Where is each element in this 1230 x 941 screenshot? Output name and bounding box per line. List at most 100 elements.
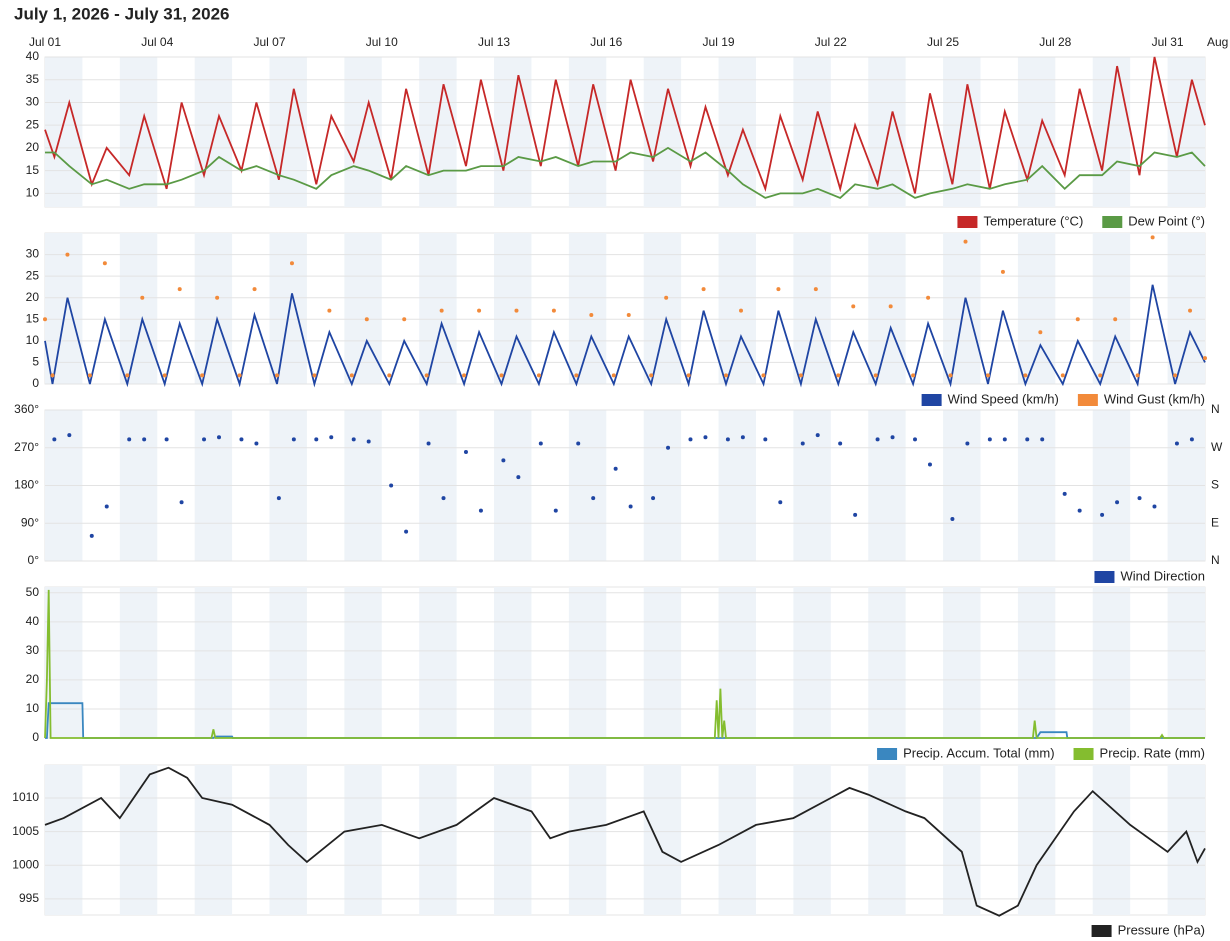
day-band	[868, 233, 906, 384]
series-dot	[439, 308, 444, 313]
series-dot	[800, 441, 805, 446]
series-dot	[104, 504, 109, 509]
day-band	[643, 233, 682, 384]
series-dot	[963, 239, 968, 244]
series-dot	[1075, 317, 1080, 322]
series-dot	[1188, 308, 1193, 313]
series-dot	[327, 308, 332, 313]
series-dot	[215, 295, 220, 300]
day-band	[643, 587, 682, 738]
series-dot	[314, 437, 319, 442]
y2-tick-label: W	[1211, 440, 1223, 454]
series-dot	[553, 508, 558, 513]
y-tick-label: 270°	[14, 440, 39, 454]
series-dot	[179, 500, 184, 505]
series-dot	[351, 437, 356, 442]
series-dot	[50, 373, 55, 378]
series-dot	[1173, 373, 1178, 378]
day-band	[1092, 587, 1131, 738]
series-dot	[686, 373, 691, 378]
series-dot	[254, 441, 259, 446]
y-tick-label: 1005	[12, 824, 39, 838]
day-band	[119, 765, 158, 915]
series-dot	[626, 312, 631, 317]
plot-background	[44, 764, 1206, 916]
x-tick-label: Jul 16	[590, 35, 622, 49]
series-dot	[402, 317, 407, 322]
day-band	[943, 57, 981, 207]
series-dot	[965, 441, 970, 446]
series-dot	[43, 317, 47, 322]
series-dot	[52, 437, 57, 442]
legend-swatch	[921, 394, 942, 406]
day-band	[1092, 57, 1131, 207]
series-dot	[463, 449, 468, 454]
y-tick-label: 20	[26, 290, 40, 304]
day-band	[419, 587, 457, 738]
series-dot	[276, 496, 281, 501]
day-band	[643, 765, 682, 915]
y-tick-label: 1000	[12, 857, 39, 871]
series-dot	[836, 373, 841, 378]
series-dot	[252, 287, 257, 292]
series-dot	[1040, 437, 1045, 442]
y-tick-label: 40	[26, 49, 40, 63]
series-dot	[875, 437, 880, 442]
series-dot	[778, 500, 783, 505]
day-band	[1167, 233, 1205, 384]
day-band	[419, 57, 457, 207]
series-dot	[838, 441, 843, 446]
series-dot	[688, 437, 693, 442]
day-band	[1092, 233, 1131, 384]
series-dot	[89, 533, 94, 538]
legend-label: Wind Speed (km/h)	[948, 391, 1059, 406]
series-dot	[613, 466, 618, 471]
legend-label: Precip. Accum. Total (mm)	[903, 745, 1054, 760]
series-dot	[125, 373, 130, 378]
y-tick-label: 20	[26, 140, 40, 154]
series-dot	[761, 373, 766, 378]
legend-swatch	[1094, 571, 1115, 583]
series-line	[45, 146, 1206, 199]
series-dot	[65, 252, 70, 257]
series-dot	[913, 437, 917, 442]
series-dot	[739, 308, 743, 313]
day-band	[718, 57, 756, 207]
series-dot	[851, 304, 856, 309]
series-dot	[87, 373, 92, 378]
series-dot	[853, 512, 858, 517]
series-dot	[815, 433, 820, 438]
series-dot	[1060, 373, 1065, 378]
day-band	[568, 233, 607, 384]
series-dot	[366, 439, 371, 444]
day-band	[943, 587, 981, 738]
series-dot	[1000, 269, 1005, 274]
day-band	[1167, 587, 1205, 738]
series-dot	[404, 529, 409, 534]
series-line	[44, 589, 1205, 739]
day-band	[1167, 765, 1205, 915]
series-dot	[499, 373, 504, 378]
y-tick-label: 995	[19, 891, 39, 905]
legend-swatch	[957, 216, 978, 228]
series-dot	[703, 435, 708, 440]
series-dot	[349, 373, 354, 378]
series-dot	[1150, 235, 1155, 240]
series-dot	[1174, 441, 1179, 446]
y-tick-label: 360°	[14, 402, 39, 416]
series-dot	[651, 496, 656, 501]
series-dot	[514, 308, 519, 313]
legend-label: Wind Gust (km/h)	[1104, 391, 1205, 406]
series-dot	[289, 261, 294, 266]
day-band	[269, 587, 307, 738]
day-band	[793, 765, 831, 915]
series-dot	[1100, 512, 1105, 517]
x-tick-label: Jul 04	[141, 35, 173, 49]
y2-tick-label: S	[1211, 478, 1219, 492]
legend-label: Precip. Rate (mm)	[1100, 745, 1205, 760]
series-dot	[911, 373, 916, 378]
day-band	[1017, 57, 1056, 207]
series-dot	[291, 437, 296, 442]
series-dot	[387, 373, 392, 378]
